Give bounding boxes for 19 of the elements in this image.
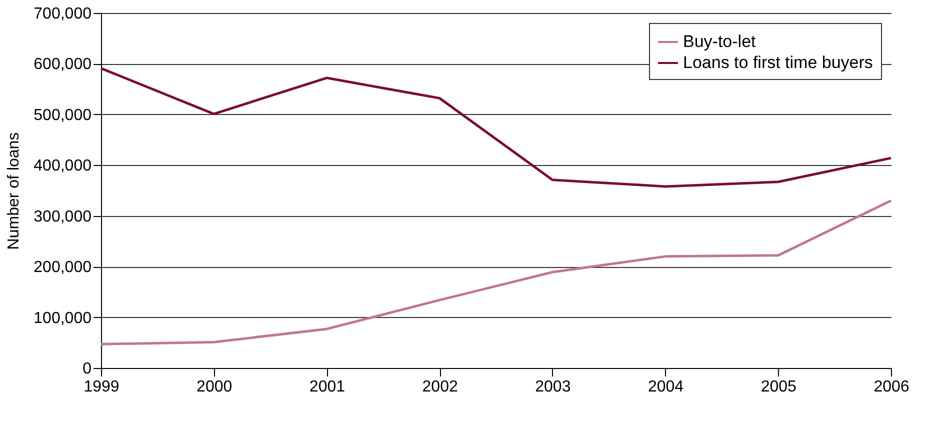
y-tick-label: 500,000 [34, 106, 92, 124]
x-tick-label: 2004 [648, 378, 684, 396]
y-tick-label: 600,000 [34, 56, 92, 74]
y-tick-label: 0 [82, 360, 92, 378]
legend-label: Buy-to-let [683, 32, 756, 51]
x-tick-label: 2002 [422, 378, 458, 396]
x-tick-label: 2000 [196, 378, 232, 396]
y-tick-label: 300,000 [34, 208, 92, 226]
x-tick-label: 1999 [84, 378, 120, 396]
y-tick-label: 700,000 [34, 6, 92, 22]
x-tick-label: 2001 [309, 378, 346, 396]
y-tick-label: 100,000 [34, 310, 92, 327]
y-tick-label: 400,000 [34, 158, 92, 175]
y-tick-label: 200,000 [34, 259, 92, 276]
x-tick-label: 2005 [760, 378, 797, 396]
legend-label: Loans to first time buyers [683, 53, 873, 72]
x-tick-label: 2006 [874, 378, 910, 396]
y-axis-title: Number of loans [6, 132, 23, 250]
x-tick-label: 2003 [535, 378, 571, 396]
